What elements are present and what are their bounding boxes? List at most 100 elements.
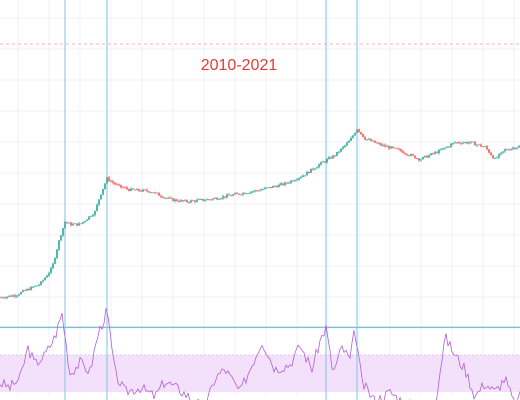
candle-body (486, 146, 488, 150)
candle-body (68, 222, 70, 224)
candle-body (214, 197, 216, 199)
candle-body (70, 222, 72, 226)
candle-body (124, 187, 126, 189)
candle-body (352, 135, 354, 138)
candle-body (200, 199, 202, 200)
candle-body (2, 297, 4, 299)
candle-body (0, 297, 2, 299)
candle-body (28, 289, 30, 291)
candle-body (510, 148, 512, 151)
candle-body (484, 146, 486, 148)
candle-body (284, 182, 286, 186)
candle-body (360, 131, 362, 135)
candle-body (350, 137, 352, 141)
candle-body (390, 146, 392, 149)
candle-body (332, 155, 334, 159)
candle-body (164, 197, 166, 199)
candle-body (128, 189, 130, 191)
candle-body (210, 199, 212, 201)
candle-body (282, 183, 284, 186)
candle-body (458, 142, 460, 144)
candle-body (358, 129, 360, 132)
candle-body (186, 200, 188, 202)
candle-body (414, 155, 416, 159)
candle-body (482, 146, 484, 148)
candle-body (504, 149, 506, 152)
candle-body (348, 140, 350, 143)
candle-body (442, 148, 444, 150)
candle-body (12, 295, 14, 297)
candle-body (346, 142, 348, 146)
candle-body (388, 146, 390, 149)
candle-body (222, 196, 224, 199)
candle-body (320, 162, 322, 165)
candle-body (112, 181, 114, 183)
candle-body (338, 151, 340, 153)
candle-body (258, 190, 260, 192)
candle-body (38, 284, 40, 286)
candle-body (20, 292, 22, 295)
price-candles (0, 128, 520, 300)
candle-body (330, 157, 332, 159)
candle-body (294, 180, 296, 182)
candle-body (150, 192, 152, 194)
candle-body (476, 144, 478, 146)
candle-body (376, 142, 378, 144)
candle-body (176, 199, 178, 202)
candle-body (134, 189, 136, 191)
candle-body (52, 263, 54, 269)
candle-body (188, 201, 190, 203)
candle-body (32, 286, 34, 288)
candle-body (82, 221, 84, 224)
candle-body (246, 193, 248, 195)
candle-body (22, 290, 24, 293)
candle-body (478, 144, 480, 146)
candle-body (180, 200, 182, 202)
candle-body (328, 157, 330, 160)
candle-body (402, 151, 404, 154)
candle-body (174, 199, 176, 202)
candle-body (302, 175, 304, 177)
candle-body (516, 147, 518, 149)
candle-body (216, 197, 218, 200)
candle-body (118, 184, 120, 186)
candle-body (102, 188, 104, 195)
candle-body (366, 139, 368, 141)
candle-body (116, 184, 118, 186)
candle-body (334, 155, 336, 157)
candle-body (72, 223, 74, 226)
candle-body (492, 155, 494, 159)
candle-body (86, 219, 88, 221)
candle-body (410, 154, 412, 156)
candle-body (90, 216, 92, 218)
candle-body (356, 129, 358, 133)
candle-body (48, 272, 50, 276)
candle-body (340, 148, 342, 152)
candle-body (166, 197, 168, 199)
candle-body (110, 181, 112, 182)
candle-body (272, 186, 274, 188)
candle-body (252, 191, 254, 193)
candle-body (58, 240, 60, 250)
candle-body (148, 191, 150, 193)
candle-body (404, 153, 406, 154)
candle-body (452, 142, 454, 145)
candle-body (194, 200, 196, 202)
candle-body (8, 295, 10, 297)
candle-body (94, 211, 96, 215)
candle-body (266, 187, 268, 189)
candle-body (202, 199, 204, 201)
candle-body (54, 257, 56, 264)
rsi-panel (0, 308, 520, 400)
chart-title: 2010-2021 (201, 57, 278, 74)
candle-body (454, 142, 456, 144)
candle-body (212, 198, 214, 200)
candle-body (106, 177, 108, 184)
candle-body (398, 148, 400, 150)
rsi-band-fill (0, 355, 520, 392)
candle-body (324, 161, 326, 163)
candle-body (74, 223, 76, 225)
candle-body (496, 157, 498, 159)
candle-body (276, 186, 278, 188)
